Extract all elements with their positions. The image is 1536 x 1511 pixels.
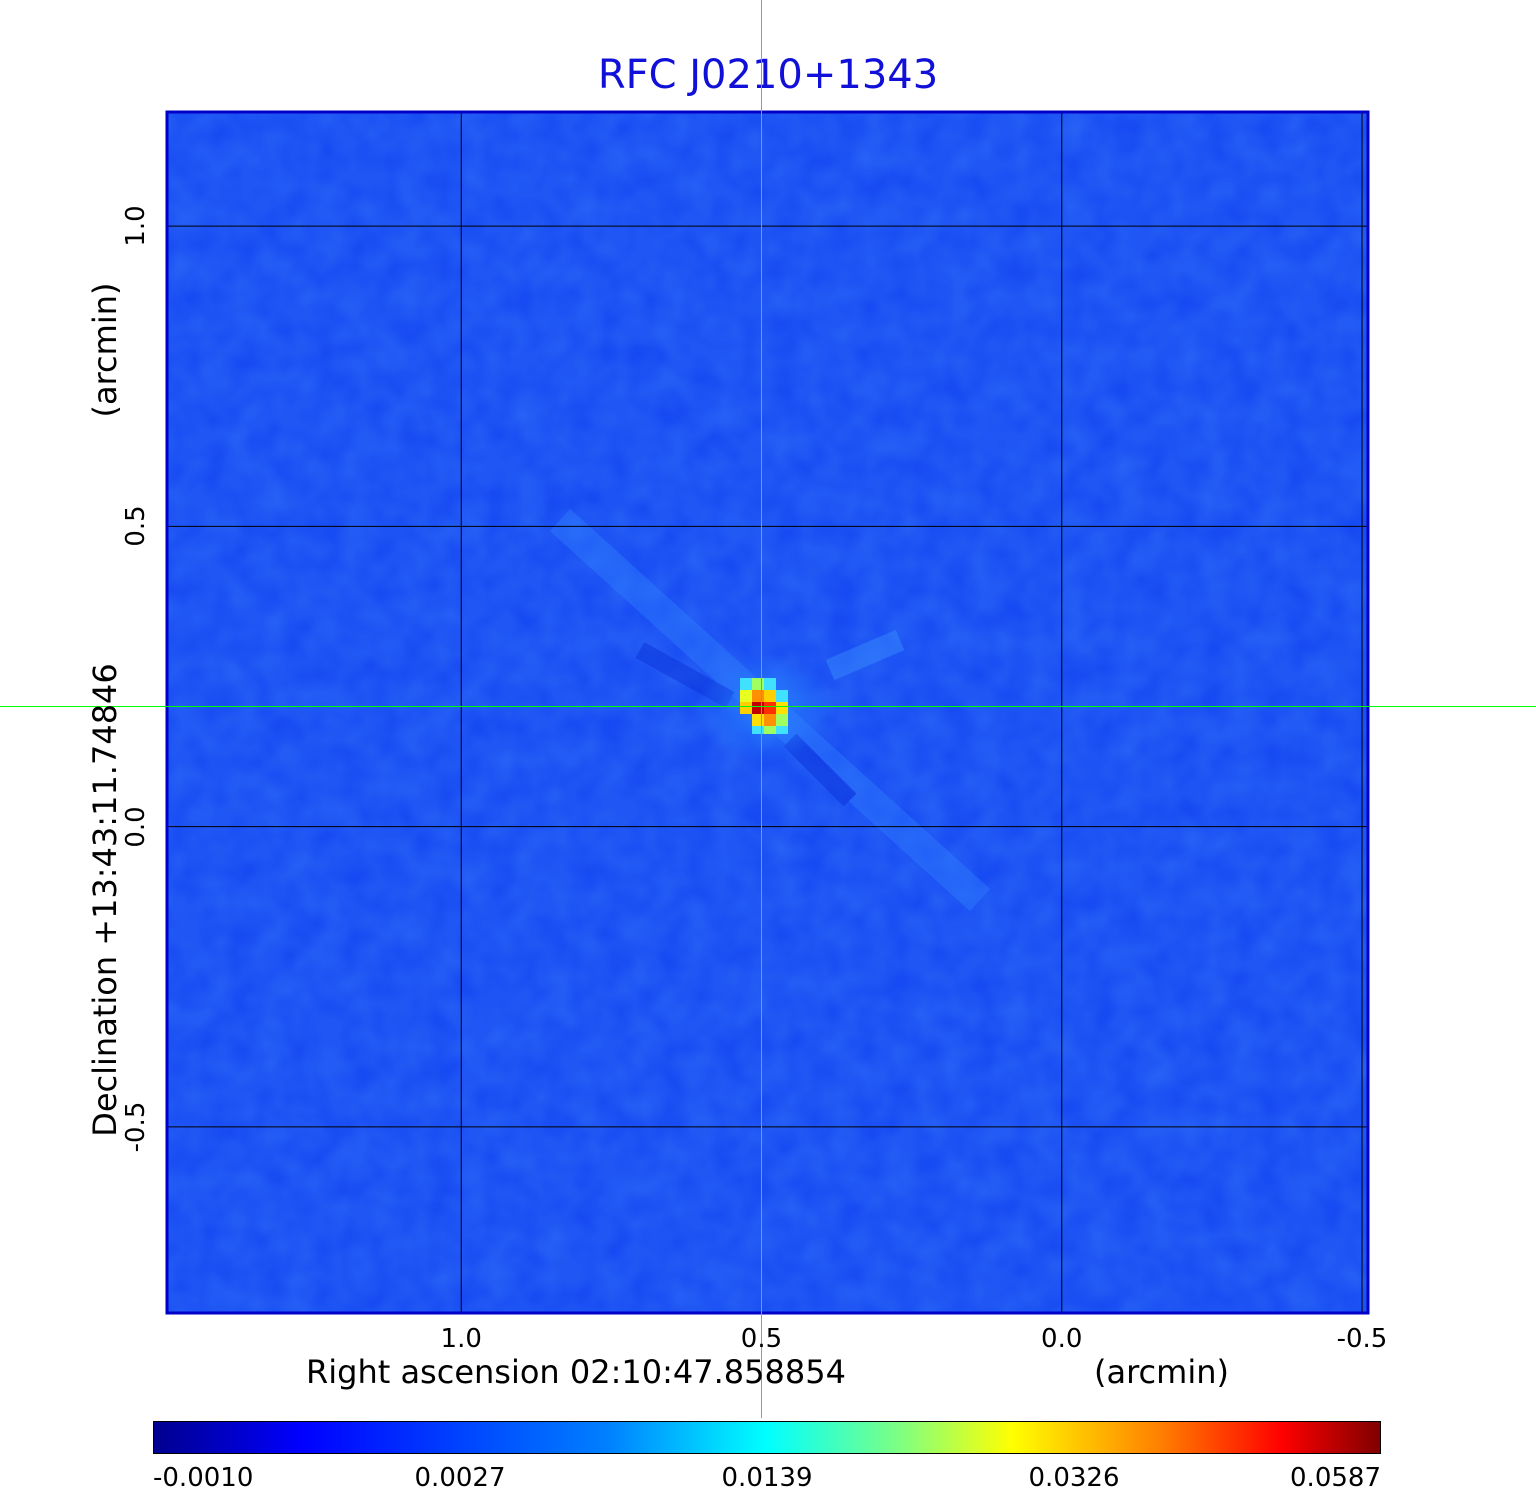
x-axis-unit: (arcmin): [1094, 1353, 1229, 1391]
colorbar-tick-label: 0.0326: [1028, 1463, 1120, 1493]
colorbar-tick-label: -0.0010: [153, 1463, 254, 1493]
colorbar-tick-label: 0.0587: [1290, 1463, 1381, 1493]
y-tick-label: 0.5: [121, 505, 151, 548]
x-axis-label: Right ascension 02:10:47.858854: [306, 1353, 846, 1391]
crosshair: [0, 0, 1536, 1418]
y-tick-label: 0.0: [121, 805, 151, 848]
chart-title: RFC J0210+1343: [597, 52, 939, 98]
y-tick-label: -0.5: [121, 1101, 151, 1153]
colorbar-tick-label: 0.0139: [721, 1463, 813, 1493]
y-axis-label: Declination +13:43:11.74846: [86, 663, 124, 1137]
y-tick-label: 1.0: [121, 205, 151, 247]
plot-frame: [165, 110, 1370, 1315]
intensity-map: [167, 112, 1368, 1313]
x-tick-label: 0.0: [1041, 1324, 1083, 1354]
x-tick-label: 0.5: [740, 1324, 783, 1354]
x-tick-label: -0.5: [1336, 1324, 1388, 1354]
colorbar-tick-label: 0.0027: [414, 1463, 506, 1493]
x-tick-label: 1.0: [440, 1324, 482, 1354]
colorbar: [153, 1421, 1381, 1454]
y-axis-unit: (arcmin): [86, 282, 124, 418]
